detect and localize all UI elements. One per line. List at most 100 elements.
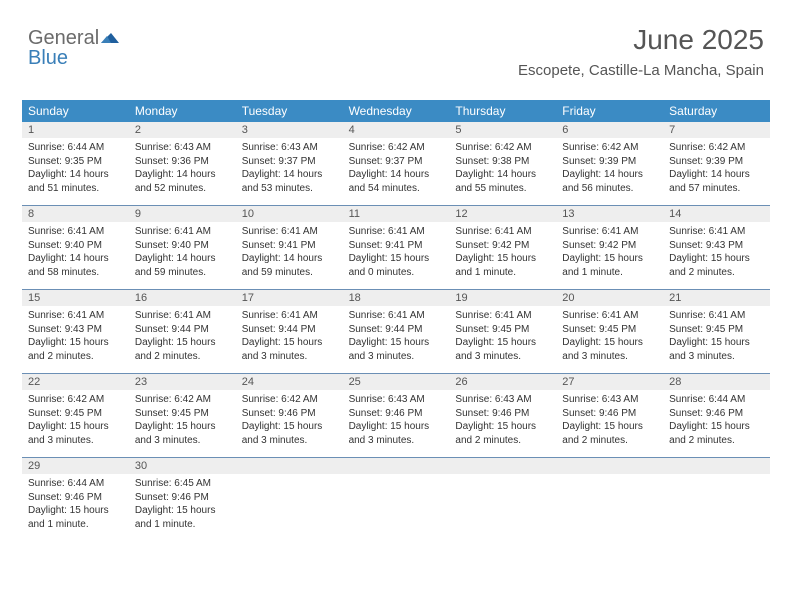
- day-number: 23: [129, 374, 236, 390]
- day-number: [236, 458, 343, 474]
- day-line: Sunrise: 6:41 AM: [562, 225, 657, 239]
- day-line: Sunrise: 6:41 AM: [669, 309, 764, 323]
- day-line: Sunset: 9:40 PM: [28, 239, 123, 253]
- day-line: and 3 minutes.: [135, 434, 230, 448]
- day-cell: Sunrise: 6:42 AMSunset: 9:39 PMDaylight:…: [663, 138, 770, 205]
- day-line: and 2 minutes.: [562, 434, 657, 448]
- day-number-row: 15161718192021: [22, 290, 770, 306]
- day-number: [663, 458, 770, 474]
- day-line: Sunrise: 6:41 AM: [349, 309, 444, 323]
- day-number: 12: [449, 206, 556, 222]
- day-number: 28: [663, 374, 770, 390]
- day-line: Daylight: 15 hours: [669, 336, 764, 350]
- day-line: Sunset: 9:41 PM: [242, 239, 337, 253]
- day-line: Sunrise: 6:41 AM: [135, 225, 230, 239]
- day-line: and 59 minutes.: [242, 266, 337, 280]
- day-line: Sunset: 9:45 PM: [562, 323, 657, 337]
- day-line: Daylight: 15 hours: [28, 336, 123, 350]
- day-line: Sunset: 9:43 PM: [669, 239, 764, 253]
- day-line: and 3 minutes.: [455, 350, 550, 364]
- day-cell: [663, 474, 770, 541]
- day-cell: Sunrise: 6:41 AMSunset: 9:41 PMDaylight:…: [343, 222, 450, 289]
- day-header: Sunday: [22, 100, 129, 122]
- logo-text-1: General: [28, 28, 99, 48]
- day-line: Sunrise: 6:45 AM: [135, 477, 230, 491]
- day-line: Sunrise: 6:42 AM: [242, 393, 337, 407]
- day-number: 19: [449, 290, 556, 306]
- day-line: Sunrise: 6:41 AM: [562, 309, 657, 323]
- day-cell: Sunrise: 6:41 AMSunset: 9:41 PMDaylight:…: [236, 222, 343, 289]
- day-line: Daylight: 14 hours: [135, 252, 230, 266]
- day-line: Daylight: 14 hours: [135, 168, 230, 182]
- day-number: 20: [556, 290, 663, 306]
- day-header: Thursday: [449, 100, 556, 122]
- day-number: 4: [343, 122, 450, 138]
- cells-row: Sunrise: 6:41 AMSunset: 9:40 PMDaylight:…: [22, 222, 770, 289]
- day-cell: Sunrise: 6:41 AMSunset: 9:45 PMDaylight:…: [663, 306, 770, 373]
- day-cell: Sunrise: 6:43 AMSunset: 9:46 PMDaylight:…: [556, 390, 663, 457]
- day-line: Sunset: 9:44 PM: [242, 323, 337, 337]
- day-line: and 1 minute.: [455, 266, 550, 280]
- day-number: [556, 458, 663, 474]
- header: June 2025 Escopete, Castille-La Mancha, …: [518, 24, 764, 79]
- day-line: Daylight: 14 hours: [242, 252, 337, 266]
- day-line: Sunrise: 6:42 AM: [135, 393, 230, 407]
- day-number: 7: [663, 122, 770, 138]
- day-cell: Sunrise: 6:41 AMSunset: 9:43 PMDaylight:…: [663, 222, 770, 289]
- day-line: Sunrise: 6:43 AM: [349, 393, 444, 407]
- week-block: 15161718192021Sunrise: 6:41 AMSunset: 9:…: [22, 289, 770, 373]
- day-number: 10: [236, 206, 343, 222]
- day-number: 22: [22, 374, 129, 390]
- day-line: Sunset: 9:46 PM: [28, 491, 123, 505]
- day-number: 9: [129, 206, 236, 222]
- day-cell: Sunrise: 6:41 AMSunset: 9:42 PMDaylight:…: [449, 222, 556, 289]
- calendar: Sunday Monday Tuesday Wednesday Thursday…: [22, 100, 770, 541]
- logo: General Blue: [28, 28, 121, 68]
- day-number-row: 891011121314: [22, 206, 770, 222]
- day-cell: Sunrise: 6:44 AMSunset: 9:46 PMDaylight:…: [22, 474, 129, 541]
- location-subtitle: Escopete, Castille-La Mancha, Spain: [518, 62, 764, 79]
- day-number: 18: [343, 290, 450, 306]
- day-line: Daylight: 15 hours: [562, 252, 657, 266]
- day-line: and 3 minutes.: [669, 350, 764, 364]
- day-line: Sunrise: 6:43 AM: [455, 393, 550, 407]
- day-cell: Sunrise: 6:42 AMSunset: 9:37 PMDaylight:…: [343, 138, 450, 205]
- day-line: Sunrise: 6:41 AM: [455, 225, 550, 239]
- day-line: Daylight: 14 hours: [28, 168, 123, 182]
- day-line: Sunrise: 6:41 AM: [669, 225, 764, 239]
- day-number: 15: [22, 290, 129, 306]
- day-line: and 0 minutes.: [349, 266, 444, 280]
- week-block: 2930Sunrise: 6:44 AMSunset: 9:46 PMDayli…: [22, 457, 770, 541]
- day-line: Sunrise: 6:41 AM: [28, 225, 123, 239]
- day-cell: Sunrise: 6:43 AMSunset: 9:37 PMDaylight:…: [236, 138, 343, 205]
- day-line: Sunrise: 6:42 AM: [455, 141, 550, 155]
- day-cell: Sunrise: 6:45 AMSunset: 9:46 PMDaylight:…: [129, 474, 236, 541]
- day-line: Sunrise: 6:42 AM: [562, 141, 657, 155]
- logo-triangle-icon: [99, 29, 121, 47]
- day-cell: Sunrise: 6:41 AMSunset: 9:44 PMDaylight:…: [129, 306, 236, 373]
- day-line: Sunset: 9:37 PM: [349, 155, 444, 169]
- day-number-row: 1234567: [22, 122, 770, 138]
- day-line: Daylight: 15 hours: [349, 336, 444, 350]
- day-number: 5: [449, 122, 556, 138]
- day-cell: Sunrise: 6:41 AMSunset: 9:40 PMDaylight:…: [22, 222, 129, 289]
- day-line: Daylight: 15 hours: [135, 420, 230, 434]
- week-block: 1234567Sunrise: 6:44 AMSunset: 9:35 PMDa…: [22, 122, 770, 205]
- day-line: Sunset: 9:44 PM: [135, 323, 230, 337]
- day-line: and 58 minutes.: [28, 266, 123, 280]
- day-line: Sunrise: 6:41 AM: [349, 225, 444, 239]
- day-line: Sunset: 9:40 PM: [135, 239, 230, 253]
- day-line: Daylight: 14 hours: [349, 168, 444, 182]
- day-line: Sunset: 9:36 PM: [135, 155, 230, 169]
- day-cell: Sunrise: 6:43 AMSunset: 9:36 PMDaylight:…: [129, 138, 236, 205]
- day-line: Sunrise: 6:43 AM: [562, 393, 657, 407]
- day-line: Sunrise: 6:41 AM: [242, 225, 337, 239]
- day-cell: Sunrise: 6:42 AMSunset: 9:45 PMDaylight:…: [22, 390, 129, 457]
- day-line: and 3 minutes.: [242, 350, 337, 364]
- day-number: 29: [22, 458, 129, 474]
- day-cell: Sunrise: 6:41 AMSunset: 9:45 PMDaylight:…: [449, 306, 556, 373]
- day-line: Daylight: 15 hours: [349, 420, 444, 434]
- week-block: 22232425262728Sunrise: 6:42 AMSunset: 9:…: [22, 373, 770, 457]
- day-line: Daylight: 15 hours: [669, 420, 764, 434]
- day-number: 8: [22, 206, 129, 222]
